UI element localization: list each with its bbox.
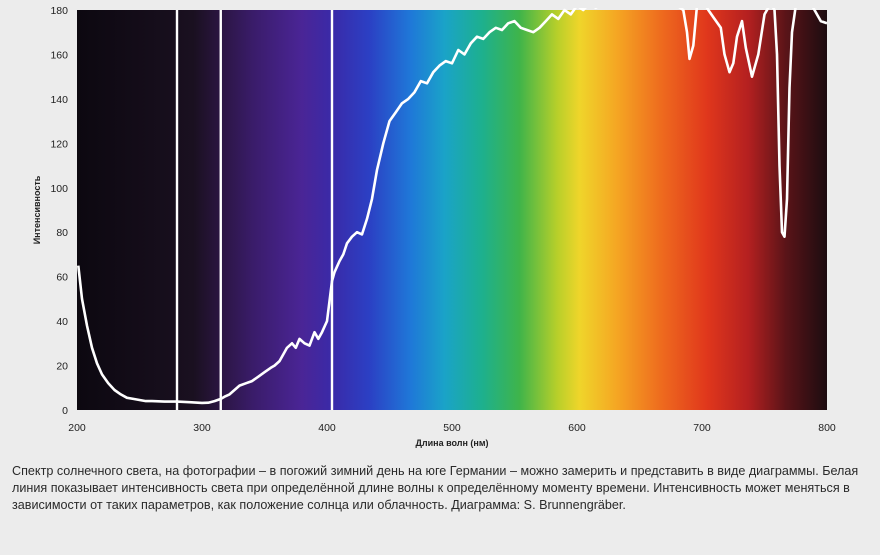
y-tick-label: 40 [56, 316, 68, 328]
y-tick-label: 180 [50, 5, 68, 17]
y-tick-label: 0 [62, 405, 68, 417]
intensity-line [77, 8, 827, 405]
x-tick-label: 200 [68, 422, 86, 434]
x-tick-label: 700 [693, 422, 711, 434]
y-axis-label: Интенсивность [32, 175, 42, 244]
x-axis-label: Длина волн (нм) [415, 438, 488, 448]
y-tick-label: 160 [50, 49, 68, 61]
x-tick-label: 300 [193, 422, 211, 434]
y-tick-label: 100 [50, 183, 68, 195]
spectrum-chart: 200 300 400 500 600 700 800 0 20 40 60 80 100 120 140… [32, 5, 836, 448]
y-tick-label: 80 [56, 227, 68, 239]
plot-background [77, 10, 827, 410]
figure-caption: Спектр солнечного света, на фотографии –… [12, 464, 859, 512]
x-tick-label: 400 [318, 422, 336, 434]
x-tick-label: 500 [443, 422, 461, 434]
y-tick-label: 60 [56, 272, 68, 284]
y-tick-label: 140 [50, 94, 68, 106]
x-tick-label: 800 [818, 422, 836, 434]
x-tick-label: 600 [568, 422, 586, 434]
y-tick-label: 20 [56, 361, 68, 373]
y-tick-label: 120 [50, 138, 68, 150]
